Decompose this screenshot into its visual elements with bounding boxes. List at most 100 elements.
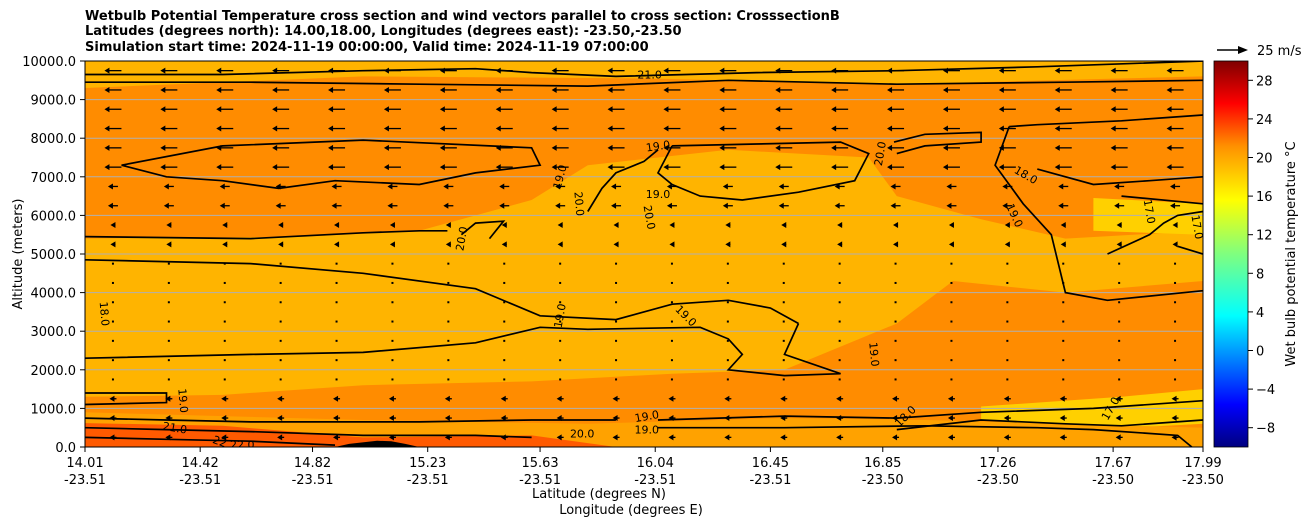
- wind-vector: [1118, 281, 1121, 284]
- wind-vector-dot: [167, 281, 170, 284]
- wind-vector: [556, 395, 564, 402]
- wind-vector: [165, 395, 173, 402]
- contour-label: 19.0: [552, 303, 569, 329]
- wind-vector: [1174, 262, 1177, 265]
- wind-vector-dot: [167, 301, 170, 304]
- wind-vector-head: [1115, 395, 1121, 402]
- wind-vector-head: [775, 106, 781, 113]
- wind-vector: [726, 339, 729, 342]
- wind-vector-head: [775, 125, 781, 132]
- wind-vector: [557, 222, 563, 229]
- wind-vector-dot: [894, 262, 897, 265]
- wind-vector: [221, 415, 229, 422]
- wind-vector: [831, 106, 849, 113]
- wind-vector: [111, 281, 114, 284]
- quiver-key-arrowhead: [1238, 46, 1248, 54]
- wind-vector: [111, 262, 114, 265]
- x-tick-label-lon: -23.51: [292, 473, 334, 488]
- wind-vector-head: [893, 241, 899, 248]
- wind-vector-dot: [391, 339, 394, 342]
- wind-vector-head: [555, 202, 561, 209]
- contour-label: 17.0: [1188, 214, 1205, 240]
- wind-vector-head: [556, 434, 562, 441]
- wind-vector: [167, 320, 170, 323]
- wind-vector: [272, 106, 290, 113]
- wind-vector-dot: [447, 359, 450, 362]
- wind-vector-dot: [167, 378, 170, 381]
- wind-vector-dot: [782, 320, 785, 323]
- contour-line: [85, 61, 1203, 78]
- title-line-3: Simulation start time: 2024-11-19 00:00:…: [85, 40, 649, 55]
- wind-vector-dot: [391, 378, 394, 381]
- wind-vector-head: [781, 241, 787, 248]
- contour-line: [994, 126, 1203, 302]
- wind-vector: [216, 106, 234, 113]
- wind-vector: [1114, 202, 1125, 209]
- contour-line: [85, 323, 841, 377]
- wind-vector: [110, 241, 116, 248]
- wind-vector-head: [942, 67, 948, 74]
- wind-vector-head: [331, 183, 337, 190]
- contour-label: 19.0: [634, 408, 660, 425]
- wind-vector: [894, 301, 897, 304]
- wind-vector-head: [499, 183, 505, 190]
- wind-vector-dot: [111, 339, 114, 342]
- wind-vector: [160, 125, 178, 132]
- temperature-bands: [85, 61, 1203, 447]
- wind-vector: [388, 434, 396, 441]
- wind-vector-head: [277, 434, 283, 441]
- wind-vector: [890, 202, 901, 209]
- wind-vector: [383, 67, 401, 74]
- wind-vector-head: [887, 125, 893, 132]
- wind-vector: [391, 281, 394, 284]
- wind-vector-head: [388, 434, 394, 441]
- wind-vector: [559, 281, 562, 284]
- x-tick-label-lat: 15.63: [521, 456, 558, 471]
- wind-vector: [387, 202, 398, 209]
- wind-vector-head: [1059, 395, 1065, 402]
- wind-vector: [1115, 434, 1123, 441]
- y-tick-label: 3000.0: [31, 325, 77, 340]
- wind-vector-head: [1054, 125, 1060, 132]
- wind-vector: [447, 301, 450, 304]
- wind-vector-head: [495, 67, 501, 74]
- wind-vector: [607, 164, 625, 171]
- wind-vector: [391, 301, 394, 304]
- wind-vector: [1170, 202, 1181, 209]
- wind-vector-head: [222, 222, 228, 229]
- contour-label: 20.0: [872, 141, 889, 167]
- wind-vector: [559, 339, 562, 342]
- wind-vector-head: [387, 202, 393, 209]
- wind-vector: [831, 144, 849, 151]
- wind-vector: [611, 202, 622, 209]
- wind-vector-head: [383, 164, 389, 171]
- wind-vector: [104, 125, 122, 132]
- wind-vector-head: [663, 164, 669, 171]
- wind-vector: [1062, 262, 1065, 265]
- wind-vector-dot: [1062, 339, 1065, 342]
- wind-vector-dot: [615, 320, 618, 323]
- wind-vector-head: [551, 106, 557, 113]
- colorbar-tick-label: 24: [1256, 113, 1273, 128]
- wind-vector-head: [328, 67, 334, 74]
- wind-vector-dot: [950, 359, 953, 362]
- wind-vector: [167, 378, 170, 381]
- wind-vector: [950, 281, 953, 284]
- wind-vector: [1062, 301, 1065, 304]
- wind-vector: [670, 281, 673, 284]
- wind-vector: [223, 359, 226, 362]
- wind-vector: [1110, 86, 1128, 93]
- wind-vector-dot: [838, 378, 841, 381]
- wind-vector: [111, 359, 114, 362]
- wind-vector-dot: [670, 339, 673, 342]
- wind-vector-head: [719, 144, 725, 151]
- wind-vector-head: [1166, 67, 1172, 74]
- wind-vector: [1058, 183, 1069, 190]
- wind-vector-dot: [950, 378, 953, 381]
- wind-vector: [615, 339, 618, 342]
- wind-vector-dot: [1118, 378, 1121, 381]
- y-tick-label: 7000.0: [31, 171, 77, 186]
- wind-vector: [389, 222, 395, 229]
- x-axis: 14.01 -23.51 14.42 -23.51 14.82 -23.51 15.23 -2…: [64, 447, 1224, 488]
- wind-vector: [1004, 241, 1010, 248]
